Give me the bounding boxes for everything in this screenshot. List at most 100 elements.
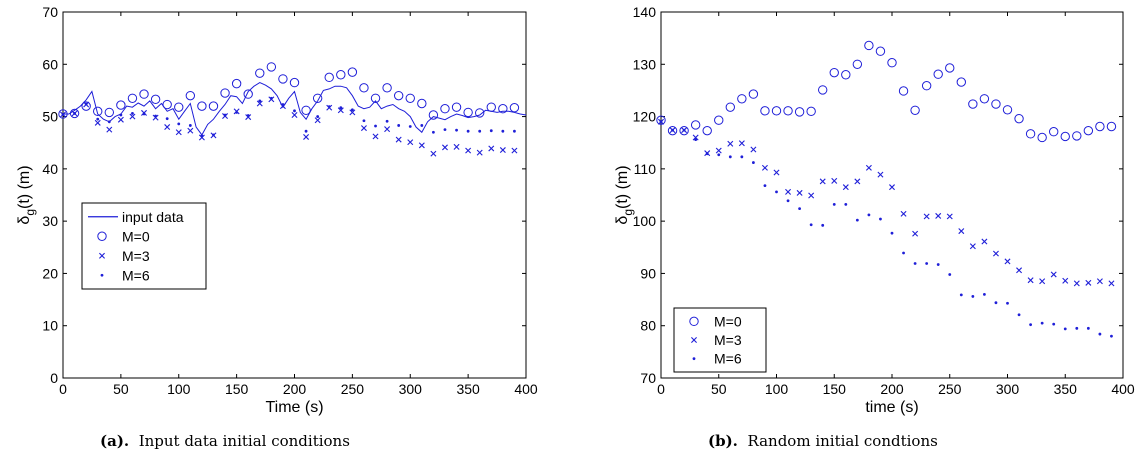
y-tick-label-b: 110: [634, 161, 657, 177]
data-point-dot-a: [501, 129, 505, 133]
data-point-x-a-stroke-2: [476, 149, 483, 156]
data-point-x-a-stroke-2: [360, 125, 367, 132]
data-point-x-b: [727, 140, 734, 147]
data-point-dot-a: [350, 108, 354, 112]
data-point-x-a-stroke-2: [453, 143, 460, 150]
data-point-x-b: [1108, 280, 1115, 287]
data-point-x-b-stroke-2: [831, 177, 838, 184]
x-tick-label-a: 250: [341, 381, 365, 397]
x-axis-label-a: Time (s): [265, 399, 323, 416]
data-point-circle-a: [69, 108, 80, 119]
data-point-x-a: [488, 145, 495, 152]
data-point-circle-a: [243, 89, 253, 99]
data-point-x-a: [360, 125, 367, 132]
data-point-x-b-stroke-2: [1050, 271, 1057, 278]
data-point-x-b-stroke-2: [958, 228, 965, 235]
data-point-x-b-stroke-2: [727, 140, 734, 147]
data-point-dot-a: [374, 124, 377, 128]
data-point-dot-b: [902, 251, 905, 255]
x-tick-label-b: 150: [823, 381, 847, 397]
data-point-dot-a: [304, 129, 308, 133]
data-point-circle-b: [771, 106, 782, 116]
data-point-x-b-stroke-2: [1027, 277, 1034, 284]
data-point-circle-a: [405, 93, 415, 103]
data-point-x-b-stroke-2: [981, 238, 988, 245]
data-point-circle-a: [301, 105, 311, 115]
data-point-x-a-stroke-2: [187, 127, 194, 134]
data-point-dot-b: [694, 138, 698, 141]
data-point-x-b-stroke-2: [865, 164, 872, 171]
data-point-circle-b: [1002, 105, 1013, 115]
data-point-x-b: [912, 230, 919, 237]
data-point-dot-b: [832, 203, 836, 206]
data-point-circle-a: [393, 90, 404, 101]
data-point-x-b-stroke-2: [738, 140, 745, 147]
data-point-circle-a: [231, 78, 242, 89]
data-point-dot-b: [994, 301, 998, 305]
series-dot-b: [659, 120, 1113, 338]
data-point-x-b-stroke-2: [923, 213, 930, 220]
data-point-x-b: [738, 140, 745, 147]
data-point-circle-b: [667, 125, 678, 136]
data-point-circle-a: [359, 83, 369, 93]
data-point-dot-a: [408, 125, 412, 128]
legend-marker-dot-a: [100, 273, 104, 277]
data-point-circle-a: [81, 101, 91, 111]
series-line-input-data-a: [63, 82, 527, 136]
caption-b: (b). Random initial condtions: [708, 432, 938, 450]
data-point-x-a-stroke-2: [152, 114, 159, 121]
data-point-x-a: [94, 119, 101, 126]
data-point-x-b: [877, 171, 884, 178]
y-tick-label-a: 70: [42, 4, 58, 20]
data-point-dot-a: [200, 134, 204, 138]
data-point-dot-b: [1098, 332, 1102, 336]
data-point-dot-b: [1017, 313, 1021, 317]
data-point-circle-b: [1060, 131, 1070, 142]
data-point-x-b: [831, 177, 838, 184]
series-circle-b: [656, 40, 1117, 143]
data-point-dot-b: [959, 293, 963, 297]
data-point-x-a-stroke-2: [395, 136, 402, 143]
data-point-dot-a: [327, 105, 331, 109]
data-point-x-b: [992, 250, 999, 257]
data-point-x-a-stroke-2: [198, 134, 205, 141]
data-point-dot-b: [971, 295, 975, 298]
data-point-x-b-stroke-2: [692, 134, 699, 141]
data-point-x-a-stroke-2: [465, 147, 472, 154]
data-point-x-b: [981, 238, 988, 245]
data-point-dot-b: [936, 263, 940, 266]
data-point-x-b-stroke-2: [842, 184, 849, 191]
x-tick-label-a: 100: [167, 381, 191, 397]
data-point-dot-b: [775, 190, 778, 194]
data-point-circle-a: [197, 101, 207, 111]
data-point-x-b-stroke-2: [946, 213, 953, 220]
data-point-dot-a: [443, 128, 447, 132]
data-point-circle-a: [463, 107, 473, 118]
data-point-dot-a: [142, 112, 146, 116]
data-point-x-b: [692, 134, 699, 141]
x-tick-label-a: 400: [514, 381, 538, 397]
data-point-x-b-stroke-2: [912, 230, 919, 237]
data-point-circle-b: [945, 63, 955, 73]
y-tick-label-b: 120: [633, 109, 657, 125]
data-point-x-b: [773, 169, 780, 176]
data-point-dot-a: [281, 103, 285, 106]
caption-a-label: (a).: [100, 432, 130, 450]
data-point-x-a: [465, 147, 472, 154]
data-point-dot-a: [489, 129, 493, 133]
data-point-dot-a: [212, 133, 215, 137]
data-point-dot-b: [1029, 323, 1032, 327]
x-tick-label-b: 50: [711, 381, 727, 397]
data-point-dot-a: [293, 109, 296, 113]
data-point-dot-a: [269, 96, 273, 100]
data-point-dot-a: [478, 129, 482, 133]
data-point-circle-a: [324, 72, 334, 83]
data-point-circle-b: [1037, 132, 1047, 143]
x-tick-label-a: 50: [113, 381, 129, 397]
data-point-x-b: [1062, 277, 1069, 284]
data-point-x-b: [808, 192, 815, 199]
data-point-circle-a: [336, 70, 346, 80]
data-point-dot-a: [258, 99, 262, 103]
data-point-x-b-stroke-2: [900, 210, 907, 217]
data-point-x-b: [865, 164, 872, 171]
